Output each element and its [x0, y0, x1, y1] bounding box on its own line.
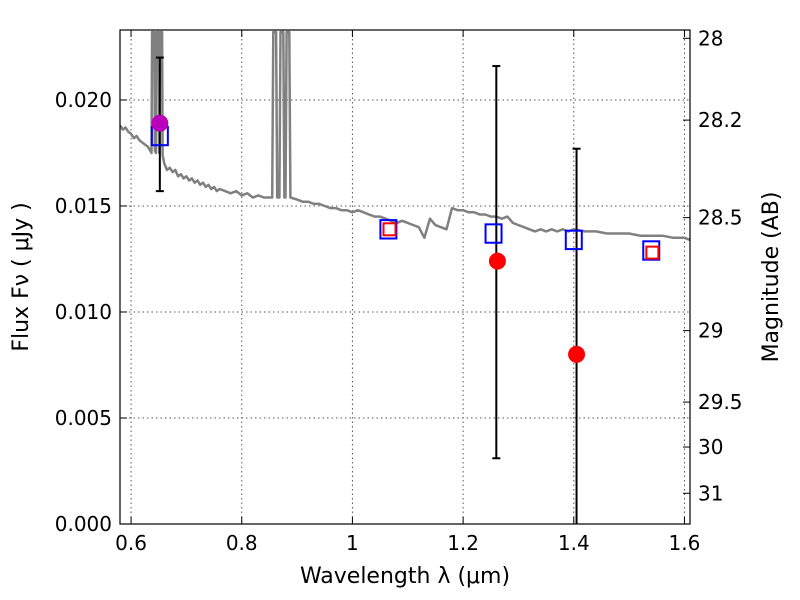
circle-marker [151, 114, 169, 132]
x-tick-label: 0.6 [115, 531, 147, 555]
plot-frame [119, 29, 691, 525]
y-axis-label: Flux Fν ( μJy ) [9, 202, 34, 351]
right-axis-label: Magnitude (AB) [759, 192, 784, 363]
red-square-marker [382, 222, 397, 237]
x-tick-label: 1.4 [558, 531, 590, 555]
right-tick-label: 30 [698, 435, 723, 459]
x-tick-label: 1 [346, 531, 359, 555]
right-tick-label: 28.5 [698, 206, 743, 230]
blue-square-marker [564, 229, 583, 251]
right-tick-label: 29 [698, 319, 723, 343]
right-tick-label: 28.2 [698, 108, 743, 132]
y-tick-label: 0.000 [55, 512, 112, 536]
circle-marker [488, 252, 506, 270]
x-tick-label: 0.8 [226, 531, 258, 555]
plot-area [120, 30, 690, 524]
y-tick-label: 0.020 [55, 88, 112, 112]
right-tick-label: 29.5 [698, 390, 743, 414]
circle-marker [568, 345, 586, 363]
red-square-marker [645, 245, 660, 260]
y-tick-label: 0.010 [55, 300, 112, 324]
x-tick-label: 1.2 [447, 531, 479, 555]
right-tick-label: 31 [698, 481, 723, 505]
axis-ticks: 0.6 0.8 1 1.2 1.4 1.6 0.000 0.005 0.010 0.015 0.02… [55, 26, 743, 555]
y-tick-label: 0.005 [55, 406, 112, 430]
x-tick-label: 1.6 [669, 531, 701, 555]
x-axis-label: Wavelength λ (μm) [300, 564, 510, 589]
y-tick-label: 0.015 [55, 194, 112, 218]
model-spectrum-line [120, 30, 690, 242]
right-tick-label: 28 [698, 26, 723, 50]
blue-square-marker [484, 223, 503, 244]
